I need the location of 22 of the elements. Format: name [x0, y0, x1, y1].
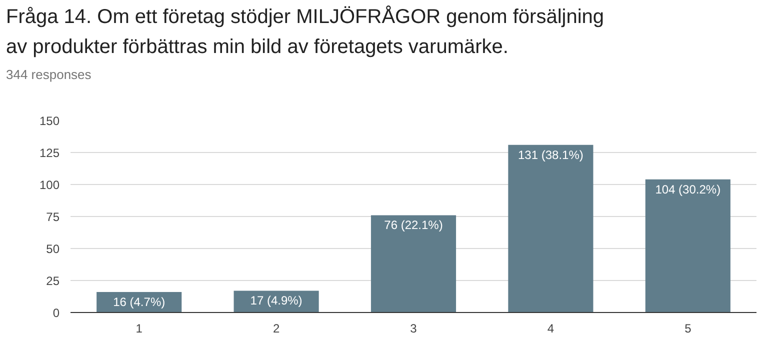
y-tick-label: 150 — [39, 114, 60, 128]
y-tick-label: 50 — [46, 242, 60, 256]
data-label: 17 (4.9%) — [250, 293, 302, 308]
data-label: 104 (30.2%) — [655, 182, 721, 196]
x-tick-label: 5 — [684, 321, 692, 336]
bar — [370, 214, 456, 312]
y-tick-label: 0 — [52, 306, 60, 320]
x-tick-label: 2 — [272, 321, 280, 336]
bar — [508, 144, 594, 312]
data-label: 16 (4.7%) — [113, 294, 166, 309]
x-tick-label: 3 — [410, 321, 418, 336]
data-label: 131 (38.1%) — [518, 147, 584, 162]
y-tick-label: 100 — [39, 178, 60, 192]
y-tick-label: 125 — [39, 146, 60, 160]
y-tick-label: 25 — [46, 274, 60, 288]
x-tick-label: 1 — [136, 321, 143, 336]
bar — [645, 178, 730, 312]
y-tick-label: 75 — [46, 210, 60, 224]
x-tick-label: 4 — [547, 321, 554, 336]
chart-subtitle: 344 responses — [6, 66, 92, 84]
data-label: 76 (22.1%) — [384, 218, 443, 232]
chart-title: Fråga 14. Om ett företag stödjer MILJÖFRÅGOR genom försäljning av produkter förbättras min bild av företagets varumärke. — [6, 4, 606, 60]
